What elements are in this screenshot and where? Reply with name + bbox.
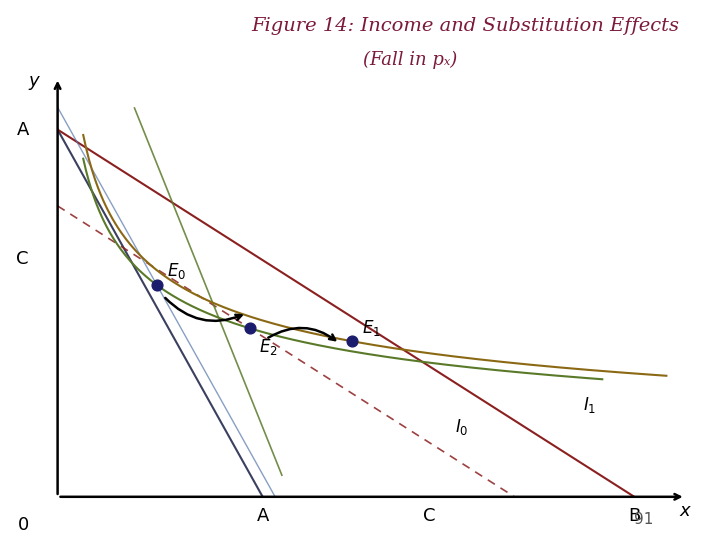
Point [346,337,358,346]
Point [244,324,256,333]
Text: 0: 0 [17,516,29,534]
Text: B: B [628,507,641,524]
Text: $E_2$: $E_2$ [259,337,278,357]
Text: 91: 91 [634,512,653,527]
Text: y: y [29,72,40,90]
Text: A: A [256,507,269,524]
Text: Figure 14: Income and Substitution Effects: Figure 14: Income and Substitution Effec… [251,17,679,35]
Text: $I_0$: $I_0$ [455,417,469,437]
Text: x: x [679,502,690,520]
Text: $E_0$: $E_0$ [166,261,186,281]
Text: A: A [17,120,29,139]
Point [151,281,163,289]
Text: C: C [17,250,29,268]
Text: C: C [423,507,436,524]
Text: $I_1$: $I_1$ [583,395,596,415]
Text: $E_1$: $E_1$ [362,318,381,338]
Text: (Fall in pₓ): (Fall in pₓ) [363,51,457,69]
